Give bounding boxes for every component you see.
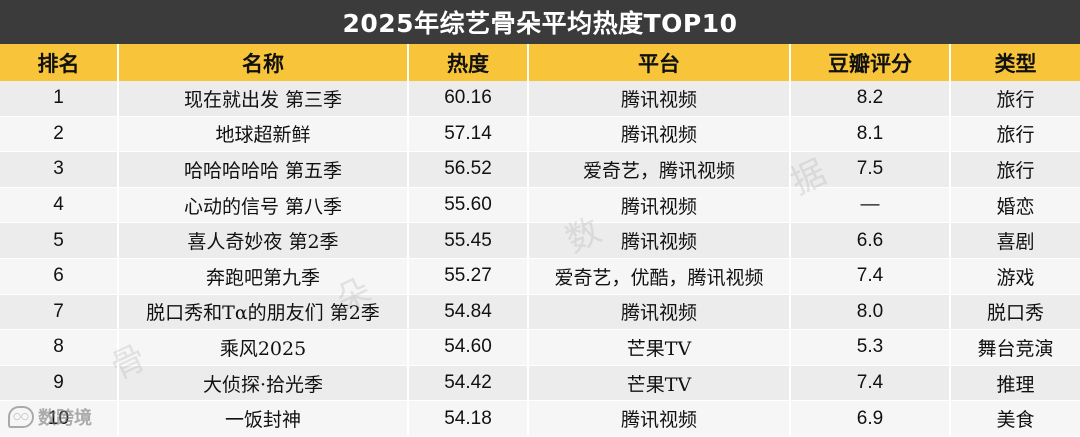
header-genre: 类型	[950, 44, 1080, 81]
cell-platform: 芒果TV	[528, 365, 791, 402]
cell-douban: 6.9	[790, 400, 951, 437]
cell-platform: 腾讯视频	[528, 187, 791, 224]
table-row: 9 大侦探·拾光季 54.42 芒果TV 7.4 推理	[0, 365, 1080, 402]
table-row: 10 一饭封神 54.18 腾讯视频 6.9 美食	[0, 400, 1080, 437]
cell-heat: 57.14	[408, 116, 529, 153]
cell-douban: 7.4	[790, 365, 951, 402]
header-douban: 豆瓣评分	[790, 44, 951, 81]
cell-heat: 55.27	[408, 258, 529, 295]
cell-heat: 54.84	[408, 294, 529, 331]
table-header-row: 排名 名称 热度 平台 豆瓣评分 类型	[0, 44, 1080, 81]
cell-name: 哈哈哈哈哈 第五季	[118, 151, 409, 188]
table-row: 1 现在就出发 第三季 60.16 腾讯视频 8.2 旅行	[0, 81, 1080, 117]
cell-heat: 56.52	[408, 151, 529, 188]
table-row: 3 哈哈哈哈哈 第五季 56.52 爱奇艺，腾讯视频 7.5 旅行	[0, 151, 1080, 188]
cell-heat: 54.60	[408, 329, 529, 366]
header-name: 名称	[118, 44, 409, 81]
cell-heat: 54.18	[408, 400, 529, 437]
table-row: 2 地球超新鲜 57.14 腾讯视频 8.1 旅行	[0, 116, 1080, 153]
cell-genre: 脱口秀	[950, 294, 1080, 331]
cell-genre: 旅行	[950, 116, 1080, 153]
cell-douban: 5.3	[790, 329, 951, 366]
cell-genre: 推理	[950, 365, 1080, 402]
cell-heat: 60.16	[408, 81, 529, 117]
cell-genre: 婚恋	[950, 187, 1080, 224]
cell-rank: 4	[0, 187, 119, 224]
cell-genre: 旅行	[950, 81, 1080, 117]
cell-platform: 腾讯视频	[528, 222, 791, 259]
cell-platform: 腾讯视频	[528, 116, 791, 153]
source-logo: ○○ 数跨境	[8, 403, 92, 431]
table-row: 7 脱口秀和Tα的朋友们 第2季 54.84 腾讯视频 8.0 脱口秀	[0, 294, 1080, 331]
cell-platform: 爱奇艺，优酷，腾讯视频	[528, 258, 791, 295]
cell-rank: 7	[0, 294, 119, 331]
cell-rank: 3	[0, 151, 119, 188]
cell-name: 大侦探·拾光季	[118, 365, 409, 402]
cell-rank: 1	[0, 81, 119, 117]
cell-name: 现在就出发 第三季	[118, 81, 409, 117]
header-platform: 平台	[528, 44, 791, 81]
cell-douban: 8.0	[790, 294, 951, 331]
cell-douban: 8.2	[790, 81, 951, 117]
cell-name: 一饭封神	[118, 400, 409, 437]
cell-douban: 7.5	[790, 151, 951, 188]
chat-bubble-icon: ○○	[8, 406, 34, 428]
cell-name: 地球超新鲜	[118, 116, 409, 153]
logo-text: 数跨境	[38, 408, 92, 429]
header-heat: 热度	[408, 44, 529, 81]
cell-douban: 8.1	[790, 116, 951, 153]
cell-douban: 7.4	[790, 258, 951, 295]
page-title: 2025年综艺骨朵平均热度TOP10	[0, 0, 1080, 44]
cell-name: 喜人奇妙夜 第2季	[118, 222, 409, 259]
cell-heat: 55.60	[408, 187, 529, 224]
cell-platform: 腾讯视频	[528, 81, 791, 117]
cell-genre: 旅行	[950, 151, 1080, 188]
cell-name: 心动的信号 第八季	[118, 187, 409, 224]
cell-rank: 2	[0, 116, 119, 153]
cell-platform: 腾讯视频	[528, 400, 791, 437]
ranking-table: 排名 名称 热度 平台 豆瓣评分 类型 1 现在就出发 第三季 60.16 腾讯…	[0, 44, 1080, 437]
cell-genre: 游戏	[950, 258, 1080, 295]
cell-genre: 喜剧	[950, 222, 1080, 259]
cell-platform: 腾讯视频	[528, 294, 791, 331]
table-row: 4 心动的信号 第八季 55.60 腾讯视频 — 婚恋	[0, 187, 1080, 224]
cell-rank: 9	[0, 365, 119, 402]
table-row: 5 喜人奇妙夜 第2季 55.45 腾讯视频 6.6 喜剧	[0, 222, 1080, 259]
table-row: 6 奔跑吧第九季 55.27 爱奇艺，优酷，腾讯视频 7.4 游戏	[0, 258, 1080, 295]
cell-rank: 5	[0, 222, 119, 259]
cell-rank: 6	[0, 258, 119, 295]
cell-douban: 6.6	[790, 222, 951, 259]
cell-heat: 54.42	[408, 365, 529, 402]
cell-name: 脱口秀和Tα的朋友们 第2季	[118, 294, 409, 331]
cell-platform: 芒果TV	[528, 329, 791, 366]
cell-platform: 爱奇艺，腾讯视频	[528, 151, 791, 188]
cell-genre: 美食	[950, 400, 1080, 437]
cell-heat: 55.45	[408, 222, 529, 259]
cell-name: 奔跑吧第九季	[118, 258, 409, 295]
cell-rank: 8	[0, 329, 119, 366]
cell-name: 乘风2025	[118, 329, 409, 366]
cell-douban: —	[790, 187, 951, 224]
cell-genre: 舞台竞演	[950, 329, 1080, 366]
table-row: 8 乘风2025 54.60 芒果TV 5.3 舞台竞演	[0, 329, 1080, 366]
header-rank: 排名	[0, 44, 119, 81]
